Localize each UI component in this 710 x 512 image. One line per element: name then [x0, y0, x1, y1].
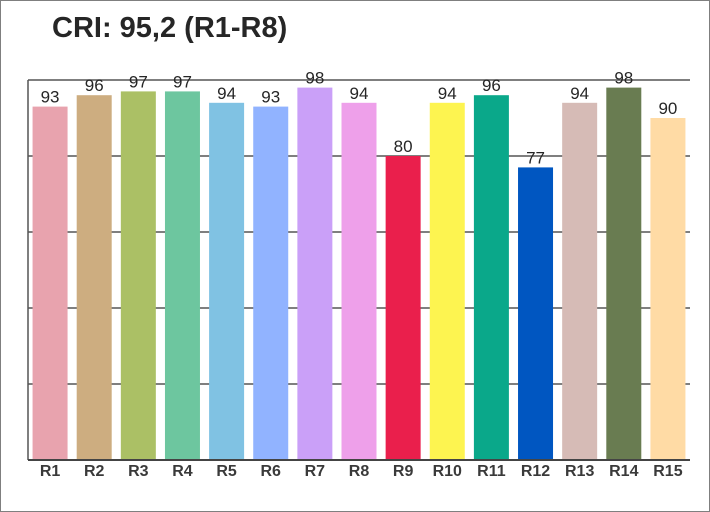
- value-label: 94: [438, 84, 457, 103]
- bar-r1: [32, 106, 68, 460]
- tick-label: R10: [433, 463, 462, 480]
- value-label: 93: [41, 88, 60, 107]
- bar-r14: [606, 87, 642, 460]
- bar-r5: [209, 102, 245, 461]
- value-label: 94: [350, 84, 369, 103]
- value-label: 80: [394, 137, 413, 156]
- bar-r7: [297, 87, 333, 460]
- tick-label: R11: [477, 463, 506, 480]
- bar-r4: [164, 91, 200, 461]
- tick-label: R12: [521, 463, 550, 480]
- value-label: 77: [526, 148, 545, 167]
- tick-label: R7: [305, 463, 326, 480]
- bar-r10: [429, 102, 465, 461]
- tick-label: R14: [609, 463, 638, 480]
- tick-label: R3: [128, 463, 149, 480]
- category-labels: R1 R2 R3 R4 R5 R6 R7 R8 R9 R10 R11 R12 R13 R14 R15: [40, 463, 683, 480]
- tick-label: R6: [261, 463, 282, 480]
- bar-r11: [473, 95, 509, 460]
- value-label: 90: [658, 99, 677, 118]
- tick-label: R9: [393, 463, 414, 480]
- value-label: 98: [305, 69, 324, 88]
- value-label: 93: [261, 88, 280, 107]
- tick-label: R8: [349, 463, 370, 480]
- value-label: 97: [173, 72, 192, 91]
- bar-r3: [120, 91, 156, 461]
- value-labels: 93 96 97 97 94 93 98 94 80 94 96 77 94 98 90: [41, 69, 678, 168]
- value-label: 98: [614, 69, 633, 88]
- value-label: 96: [482, 76, 501, 95]
- tick-label: R4: [172, 463, 193, 480]
- value-label: 94: [217, 84, 236, 103]
- value-label: 97: [129, 72, 148, 91]
- value-label: 94: [570, 84, 589, 103]
- bar-r9: [385, 156, 421, 460]
- axes: [27, 80, 690, 461]
- bar-r13: [562, 102, 598, 461]
- bar-r12: [518, 167, 554, 460]
- bars: [32, 87, 686, 461]
- value-label: 96: [85, 76, 104, 95]
- tick-label: R15: [653, 463, 682, 480]
- tick-label: R13: [565, 463, 594, 480]
- bar-r2: [76, 95, 112, 460]
- tick-label: R1: [40, 463, 61, 480]
- chart-title: CRI: 95,2 (R1-R8): [52, 12, 288, 44]
- bar-r8: [341, 102, 377, 461]
- bar-r15: [650, 118, 686, 460]
- tick-label: R2: [84, 463, 105, 480]
- tick-label: R5: [216, 463, 237, 480]
- bar-r6: [253, 106, 289, 460]
